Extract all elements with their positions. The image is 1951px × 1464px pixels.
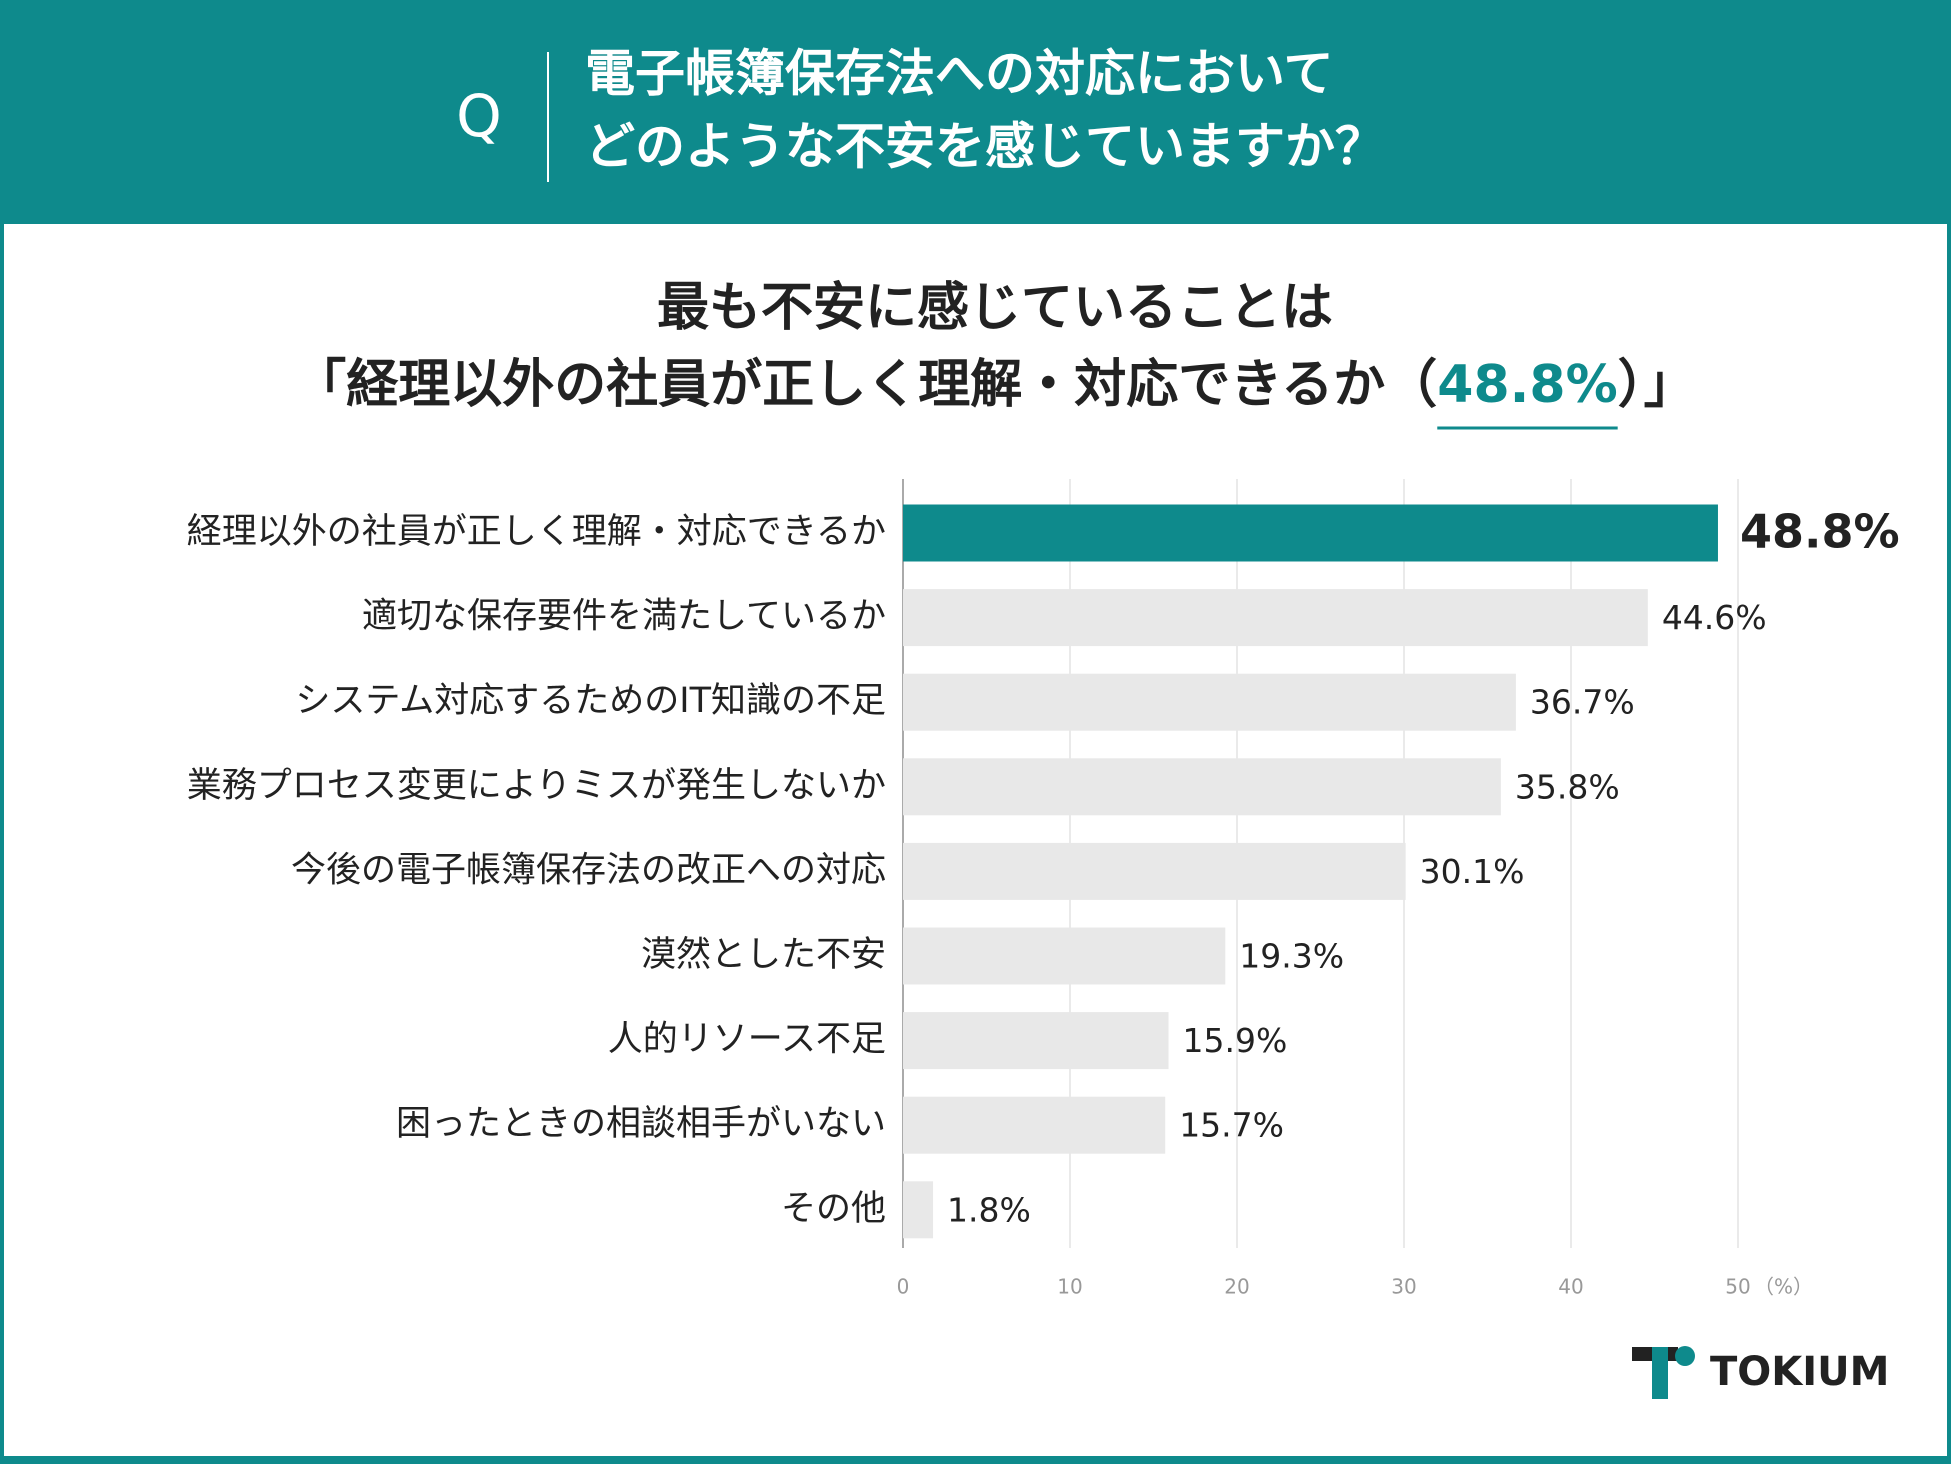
- bar: [903, 1012, 1169, 1070]
- bar: [903, 504, 1718, 562]
- value-label: 19.3%: [1239, 937, 1344, 976]
- x-tick-label: 20: [1224, 1275, 1249, 1299]
- y-tick-label: 今後の電子帳簿保存法の改正への対応: [291, 850, 886, 890]
- y-tick-label: 業務プロセス変更によりミスが発生しないか: [187, 766, 886, 806]
- bar: [903, 589, 1648, 647]
- x-tick-label: 50: [1725, 1275, 1750, 1299]
- subtitle-part: 「経理以外の社員が正しく理解・対応できるか（: [294, 355, 1437, 415]
- bar: [903, 1181, 934, 1239]
- value-label: 15.7%: [1179, 1106, 1284, 1145]
- subtitle: 最も不安に感じていることは: [657, 278, 1333, 338]
- x-unit: （%）: [1754, 1275, 1813, 1299]
- bar: [903, 927, 1226, 985]
- y-tick-label: 経理以外の社員が正しく理解・対応できるか: [187, 512, 886, 552]
- logo-text: TOKIUM: [1710, 1349, 1889, 1395]
- value-label: 36.7%: [1530, 683, 1635, 722]
- subtitle-highlight: 48.8%: [1437, 355, 1617, 415]
- header-title: どのような不安を感じていますか？: [585, 118, 1385, 176]
- logo-mark: [1652, 1347, 1668, 1399]
- question-icon: Q: [456, 82, 502, 150]
- y-tick-label: 困ったときの相談相手がいない: [396, 1104, 886, 1144]
- bar: [903, 673, 1516, 731]
- x-tick-label: 10: [1057, 1275, 1082, 1299]
- value-label: 30.1%: [1420, 852, 1525, 891]
- y-tick-label: 適切な保存要件を満たしているか: [362, 597, 886, 637]
- bar: [903, 842, 1406, 900]
- y-tick-label: 漠然とした不安: [641, 935, 886, 975]
- subtitle: 「経理以外の社員が正しく理解・対応できるか（48.8%）」: [294, 355, 1695, 415]
- x-tick-label: 0: [897, 1275, 910, 1299]
- value-label: 44.6%: [1662, 598, 1767, 637]
- value-label: 48.8%: [1740, 505, 1900, 559]
- subtitle-part: ）」: [1618, 355, 1696, 415]
- logo-mark: [1675, 1346, 1695, 1366]
- panel: [4, 224, 1947, 1456]
- logo: TOKIUM: [1632, 1346, 1889, 1399]
- y-tick-label: 人的リソース不足: [608, 1020, 886, 1060]
- value-label: 1.8%: [947, 1190, 1031, 1229]
- bar: [903, 1096, 1166, 1154]
- x-tick-label: 40: [1558, 1275, 1583, 1299]
- bar: [903, 758, 1501, 816]
- x-tick-label: 30: [1391, 1275, 1416, 1299]
- y-tick-label: その他: [781, 1189, 886, 1229]
- value-label: 35.8%: [1515, 767, 1620, 806]
- header-title: 電子帳簿保存法への対応において: [585, 45, 1334, 103]
- value-label: 15.9%: [1183, 1021, 1288, 1060]
- y-tick-label: システム対応するためのIT知識の不足: [295, 681, 886, 721]
